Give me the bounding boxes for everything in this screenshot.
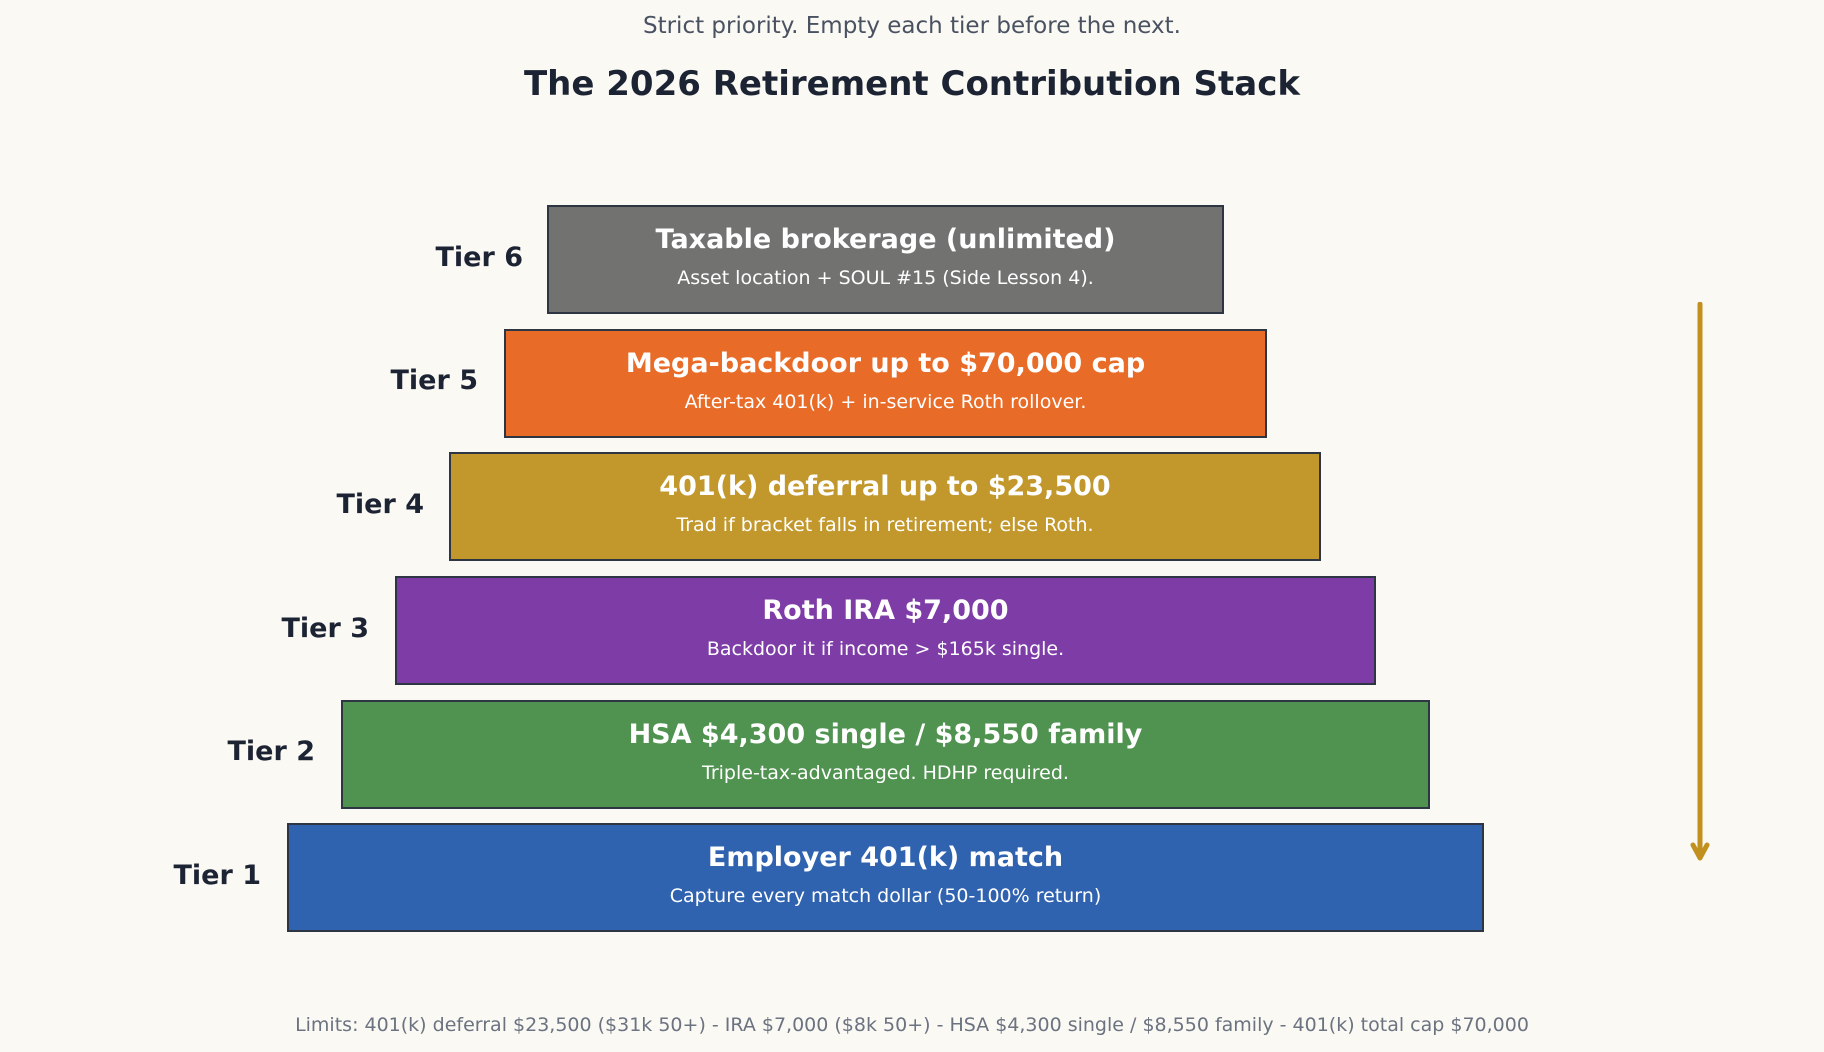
tier-6-label: Tier 6 <box>435 242 524 273</box>
tier-2-description: Triple-tax-advantaged. HDHP required. <box>702 762 1069 784</box>
tier-5-description: After-tax 401(k) + in-service Roth rollo… <box>684 391 1087 413</box>
tier-1-description: Capture every match dollar (50-100% retu… <box>669 885 1102 907</box>
subtitle: Strict priority. Empty each tier before … <box>642 13 1181 39</box>
tier-6-block: Taxable brokerage (unlimited) Asset loca… <box>547 205 1224 314</box>
tier-5-label: Tier 5 <box>390 365 479 396</box>
tier-6-description: Asset location + SOUL #15 (Side Lesson 4… <box>677 267 1094 289</box>
limits-footnote: Limits: 401(k) deferral $23,500 ($31k 50… <box>295 1014 1529 1036</box>
tier-4-title: 401(k) deferral up to $23,500 <box>659 471 1111 502</box>
priority-arrow <box>1690 302 1710 861</box>
tier-1-title: Employer 401(k) match <box>707 842 1064 873</box>
tier-4-block: 401(k) deferral up to $23,500 Trad if br… <box>449 452 1321 561</box>
tier-3-title: Roth IRA $7,000 <box>762 595 1009 626</box>
tier-2-label: Tier 2 <box>227 736 316 767</box>
tier-1-label: Tier 1 <box>173 860 262 891</box>
page-title: The 2026 Retirement Contribution Stack <box>523 64 1300 104</box>
tier-1-block: Employer 401(k) match Capture every matc… <box>287 823 1484 932</box>
tier-3-block: Roth IRA $7,000 Backdoor it if income > … <box>395 576 1376 685</box>
tier-2-block: HSA $4,300 single / $8,550 family Triple… <box>341 700 1430 809</box>
priority-arrow-head <box>1690 842 1710 861</box>
tier-5-block: Mega-backdoor up to $70,000 cap After-ta… <box>504 329 1267 438</box>
tier-4-label: Tier 4 <box>336 489 425 520</box>
tier-3-label: Tier 3 <box>281 613 370 644</box>
tier-6-title: Taxable brokerage (unlimited) <box>655 224 1116 255</box>
tier-4-description: Trad if bracket falls in retirement; els… <box>676 514 1094 536</box>
tier-3-description: Backdoor it if income > $165k single. <box>706 638 1065 660</box>
tier-5-title: Mega-backdoor up to $70,000 cap <box>625 348 1146 379</box>
tier-2-title: HSA $4,300 single / $8,550 family <box>628 719 1143 750</box>
